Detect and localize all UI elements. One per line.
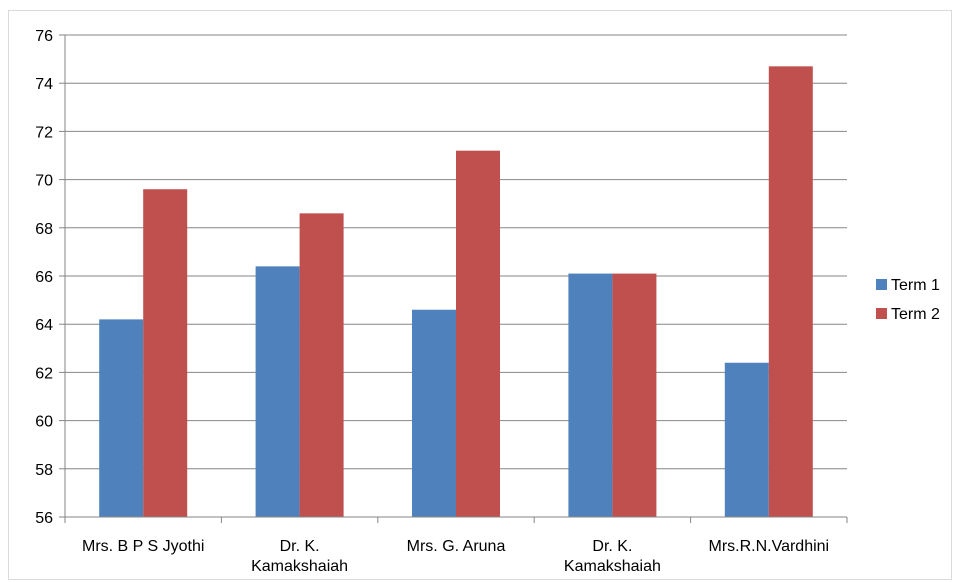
bar-term-2-5 <box>768 66 813 517</box>
x-tick-label-line: Kamakshaiah <box>564 558 661 575</box>
x-tick-label: Mrs.R.N.Vardhini <box>708 538 829 555</box>
gridlines <box>65 34 847 470</box>
x-tick-label-line: Mrs.R.N.Vardhini <box>708 538 829 555</box>
x-tick-label-line: Kamakshaiah <box>251 558 348 575</box>
y-tick-labels: 56 58 60 62 64 66 68 70 72 74 76 <box>35 28 53 527</box>
axes <box>59 34 848 523</box>
bar-term-1-1 <box>99 319 144 517</box>
bars <box>99 66 813 518</box>
bar-term-2-3 <box>456 150 500 517</box>
x-tick-label: Mrs. G. Aruna <box>407 538 506 555</box>
bar-term-1-4 <box>568 273 613 517</box>
legend: Term 1 Term 2 <box>876 277 940 323</box>
legend-label: Term 2 <box>891 306 940 323</box>
x-tick-label: Mrs. B P S Jyothi <box>82 538 204 555</box>
y-tick-label: 60 <box>35 414 53 431</box>
bar-term-1-2 <box>255 266 300 517</box>
legend-swatch <box>876 308 887 319</box>
y-tick-label: 72 <box>35 124 53 141</box>
x-tick-label-line: Mrs. B P S Jyothi <box>82 538 204 555</box>
bar-term-2-1 <box>143 189 188 518</box>
y-tick-label: 62 <box>35 365 53 382</box>
bar-term-2-4 <box>612 273 657 517</box>
legend-label: Term 1 <box>891 277 940 294</box>
bar-term-1-3 <box>412 309 456 517</box>
x-tick-label-line: Dr. K. <box>592 538 632 555</box>
bar-term-1-5 <box>724 362 769 517</box>
x-tick-label: Dr. K. Kamakshaiah <box>564 538 661 575</box>
y-tick-label: 76 <box>35 28 53 45</box>
y-tick-label: 70 <box>35 173 53 190</box>
x-tick-labels: Mrs. B P S Jyothi Dr. K. Kamakshaiah Mrs. G… <box>82 538 829 575</box>
legend-swatch <box>876 279 887 290</box>
y-tick-label: 74 <box>35 76 53 93</box>
y-tick-label: 58 <box>35 462 53 479</box>
bar-term-2-2 <box>299 213 344 517</box>
x-tick-label-line: Dr. K. <box>280 538 320 555</box>
y-tick-label: 68 <box>35 221 53 238</box>
y-tick-label: 56 <box>35 510 53 527</box>
x-tick-label: Dr. K. Kamakshaiah <box>251 538 348 575</box>
y-tick-label: 66 <box>35 269 53 286</box>
x-tick-label-line: Mrs. G. Aruna <box>407 538 506 555</box>
y-tick-label: 64 <box>35 317 53 334</box>
